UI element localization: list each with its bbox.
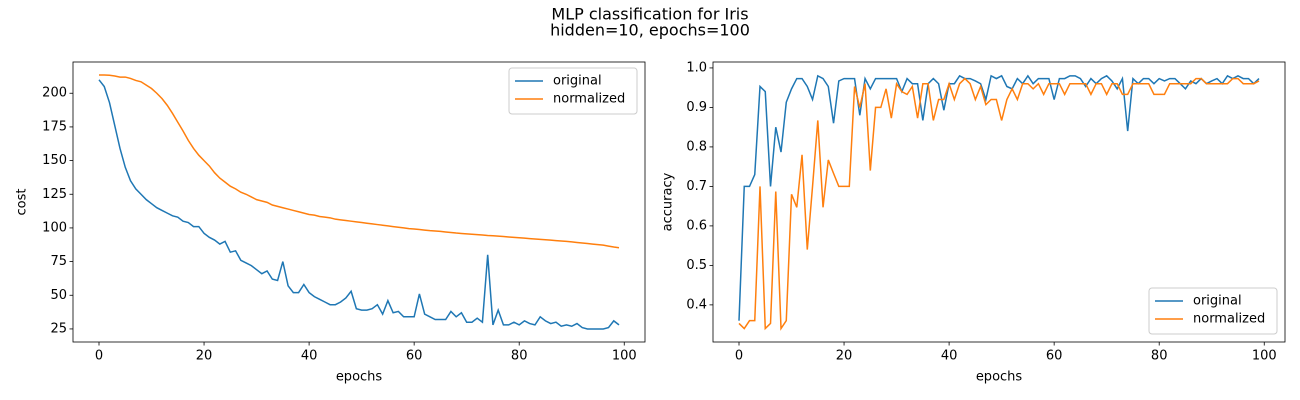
x-tick-label: 0 — [735, 349, 743, 364]
y-tick-label: 0.4 — [686, 297, 707, 312]
x-tick-label: 40 — [301, 349, 318, 364]
y-tick-label: 125 — [42, 187, 67, 202]
y-tick-label: 75 — [50, 254, 67, 269]
x-tick-label: 60 — [1046, 349, 1063, 364]
x-tick-label: 20 — [196, 349, 213, 364]
x-axis-label: epochs — [336, 370, 383, 385]
line — [99, 74, 620, 249]
y-tick-label: 0.5 — [686, 258, 707, 273]
line — [98, 79, 620, 330]
x-tick-label: 100 — [612, 349, 637, 364]
legend-label: original — [553, 74, 602, 89]
axes-frame — [72, 61, 646, 343]
y-tick-label: 25 — [50, 321, 67, 336]
x-tick-label: 80 — [1151, 349, 1168, 364]
legend-box — [1148, 287, 1278, 335]
y-tick-label: 0.6 — [686, 218, 707, 233]
suptitle: hidden=10, epochs=100 — [550, 21, 750, 40]
x-tick-label: 100 — [1252, 349, 1277, 364]
y-tick-label: 0.8 — [686, 139, 707, 154]
x-tick-label: 80 — [511, 349, 528, 364]
y-tick-label: 1.0 — [686, 60, 707, 75]
x-tick-label: 40 — [941, 349, 958, 364]
y-tick-label: 0.9 — [686, 100, 707, 115]
plot-area — [738, 74, 1260, 331]
y-tick-label: 0.7 — [686, 179, 707, 194]
line — [738, 77, 1260, 331]
y-tick-label: 175 — [42, 119, 67, 134]
y-tick-label: 50 — [50, 288, 67, 303]
plot-area — [98, 74, 620, 330]
y-tick-label: 150 — [42, 153, 67, 168]
suptitle: MLP classification for Iris — [551, 5, 748, 24]
legend-label: original — [1193, 294, 1242, 309]
x-tick-label: 20 — [836, 349, 853, 364]
line — [738, 74, 1260, 321]
y-axis-label: accuracy — [661, 172, 676, 231]
x-tick-label: 0 — [95, 349, 103, 364]
y-axis-label: cost — [15, 189, 30, 216]
y-tick-label: 100 — [42, 220, 67, 235]
legend-label: normalized — [1193, 312, 1265, 327]
legend-label: normalized — [553, 92, 625, 107]
y-tick-label: 200 — [42, 86, 67, 101]
axes-frame — [712, 61, 1286, 343]
legend-box — [508, 67, 638, 115]
x-tick-label: 60 — [406, 349, 423, 364]
x-axis-label: epochs — [976, 370, 1023, 385]
